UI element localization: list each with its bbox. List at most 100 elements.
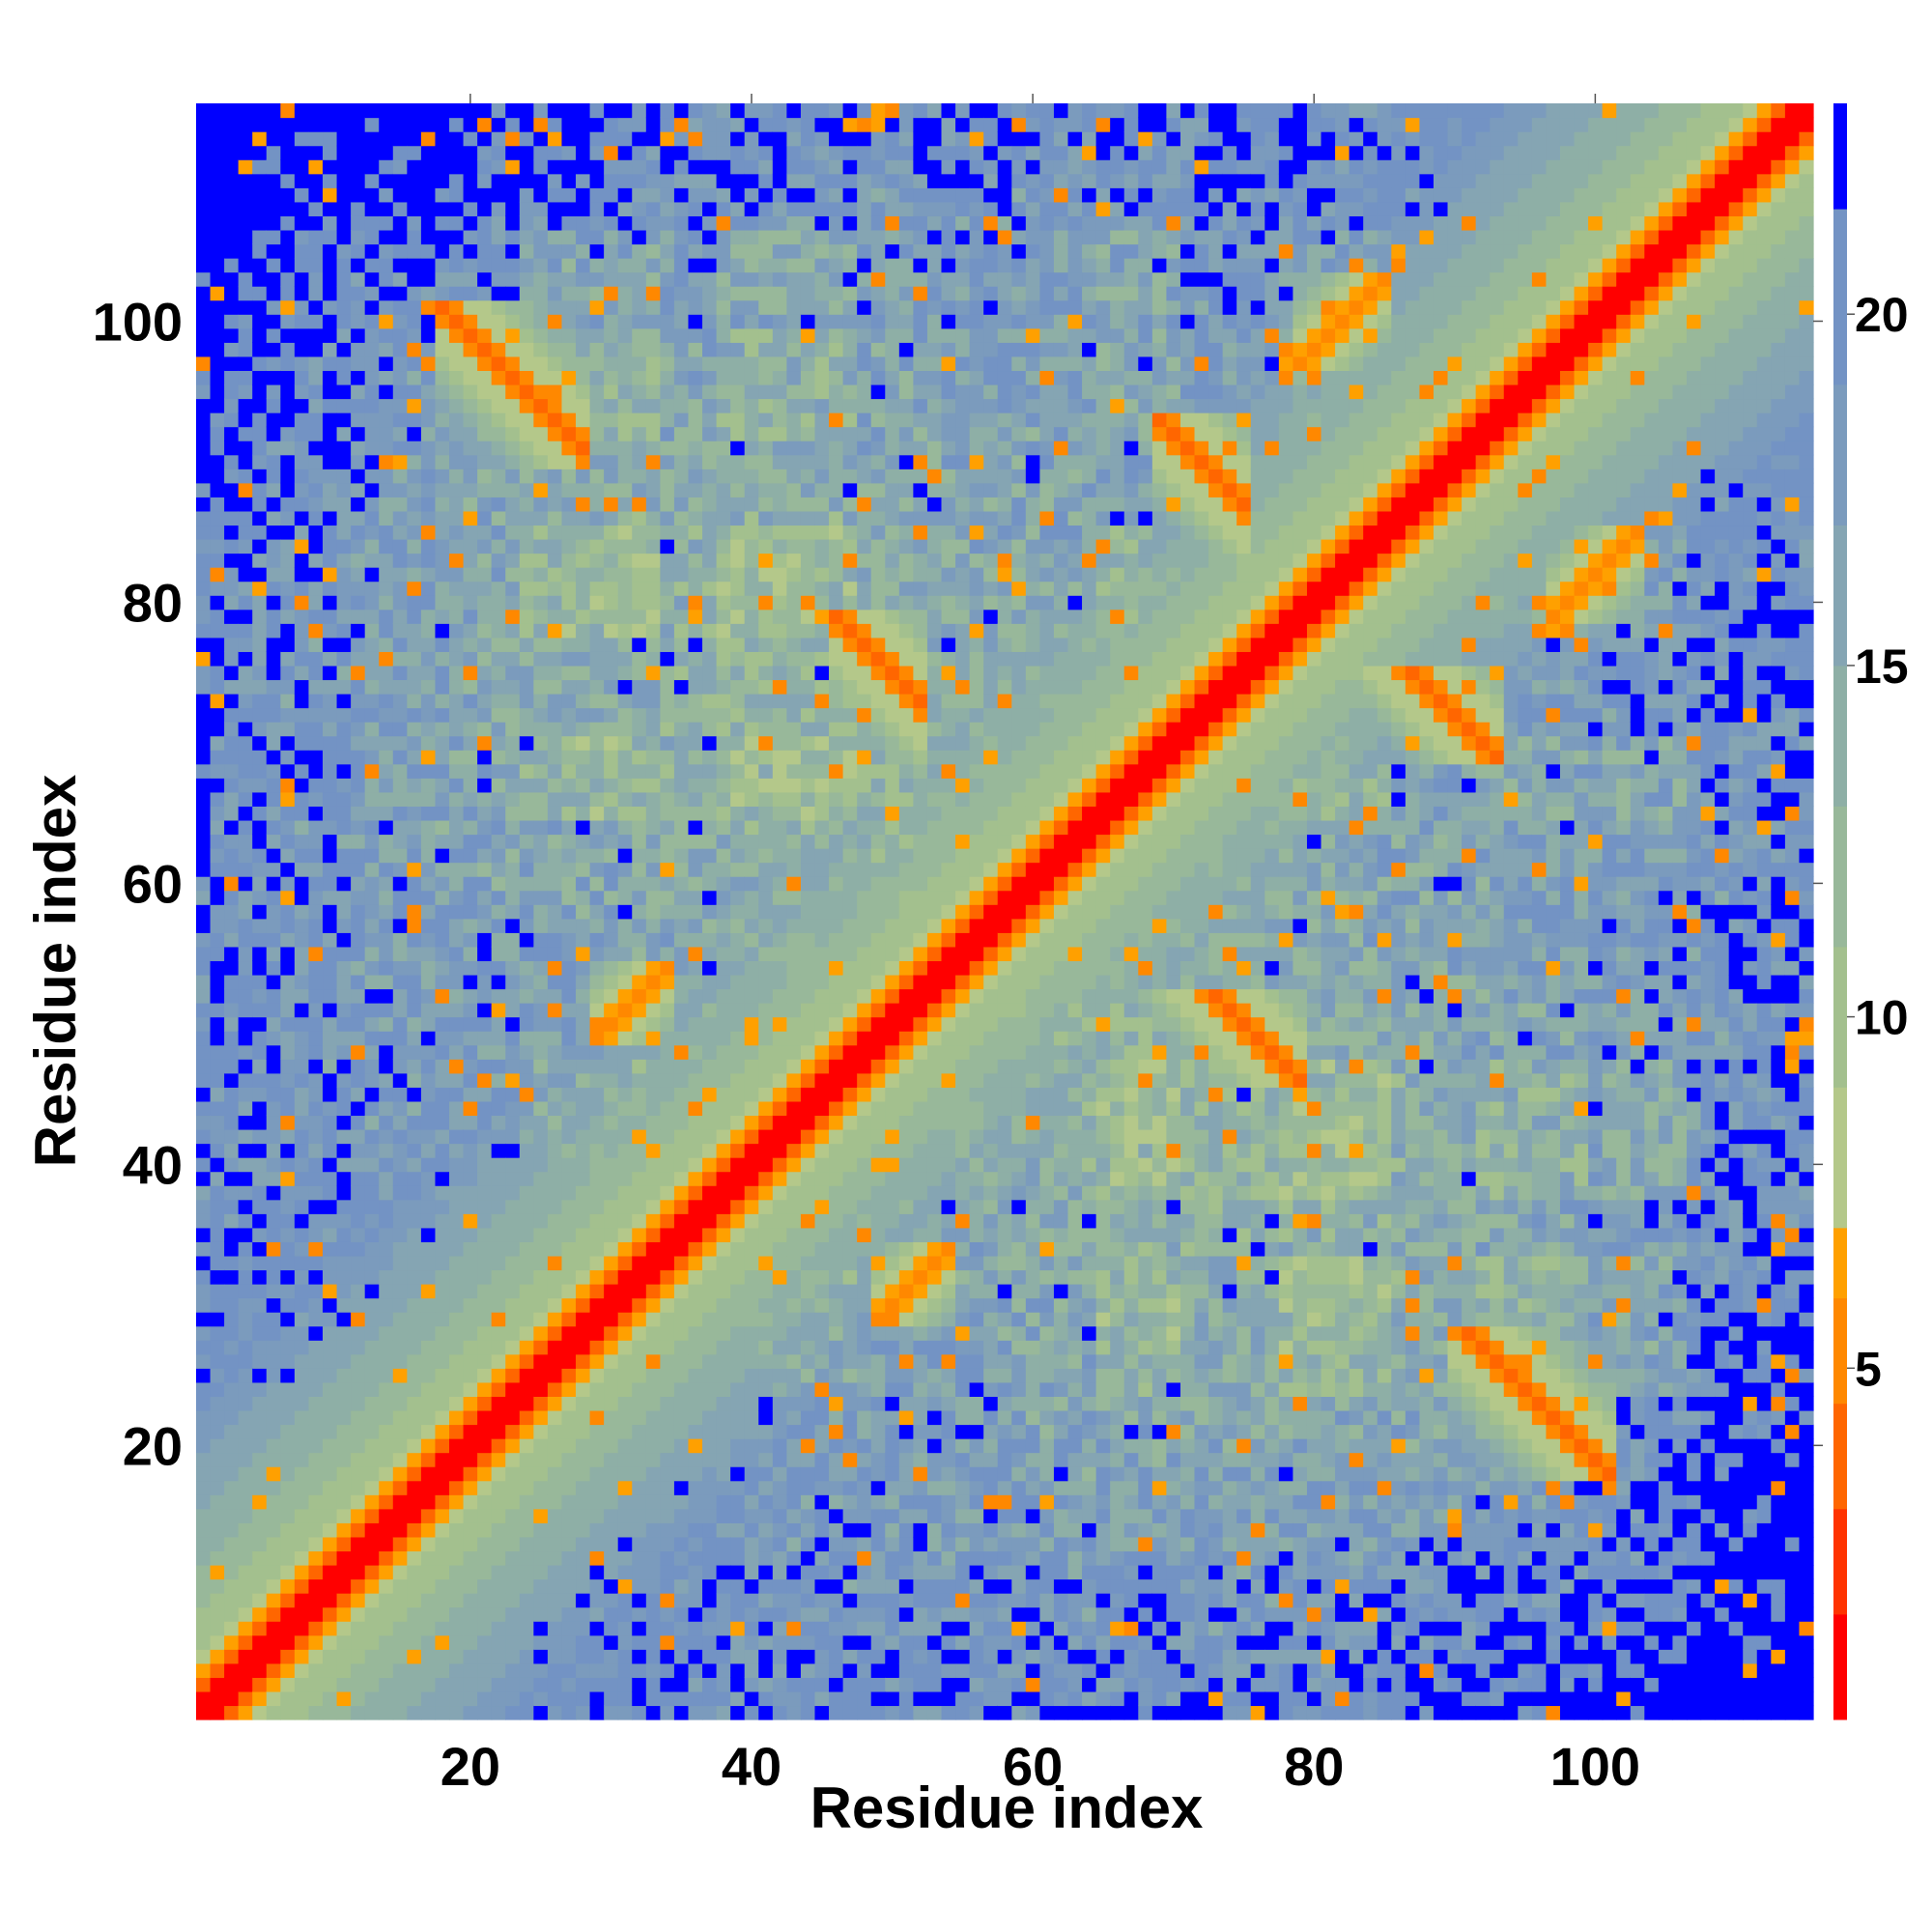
heatmap-cell bbox=[519, 665, 534, 681]
heatmap-cell bbox=[786, 1241, 802, 1257]
heatmap-cell bbox=[604, 454, 619, 469]
heatmap-cell bbox=[294, 1424, 310, 1439]
heatmap-cell bbox=[294, 974, 310, 990]
heatmap-cell bbox=[364, 1409, 380, 1426]
heatmap-cell bbox=[407, 1115, 422, 1130]
heatmap-cell bbox=[477, 1424, 493, 1439]
heatmap-cell bbox=[351, 187, 366, 203]
heatmap-cell bbox=[323, 567, 338, 582]
heatmap-cell bbox=[533, 1312, 549, 1327]
heatmap-cell bbox=[379, 1031, 394, 1046]
heatmap-cell bbox=[617, 1522, 633, 1538]
heatmap-cell bbox=[224, 806, 240, 821]
heatmap-cell bbox=[308, 679, 324, 695]
heatmap-cell bbox=[252, 791, 268, 807]
heatmap-cell bbox=[519, 750, 534, 765]
heatmap-cell bbox=[645, 1606, 661, 1622]
heatmap-cell bbox=[660, 1536, 675, 1552]
heatmap-cell bbox=[744, 918, 759, 933]
heatmap-cell bbox=[238, 1677, 253, 1692]
heatmap-cell bbox=[210, 1424, 225, 1439]
heatmap-cell bbox=[800, 1031, 816, 1046]
heatmap-cell bbox=[491, 327, 506, 343]
heatmap-cell bbox=[716, 482, 731, 497]
heatmap-cell bbox=[491, 1593, 506, 1608]
heatmap-cell bbox=[224, 1424, 240, 1439]
heatmap-cell bbox=[238, 1016, 253, 1032]
heatmap-cell bbox=[280, 286, 296, 301]
heatmap-cell bbox=[730, 1381, 746, 1397]
heatmap-cell bbox=[435, 988, 450, 1004]
heatmap-cell bbox=[730, 187, 746, 203]
heatmap-cell bbox=[645, 1353, 661, 1369]
heatmap-cell bbox=[702, 581, 718, 596]
heatmap-cell bbox=[505, 553, 521, 568]
heatmap-cell bbox=[477, 750, 493, 765]
heatmap-cell bbox=[589, 1255, 605, 1271]
heatmap-cell bbox=[533, 1424, 549, 1439]
heatmap-cell bbox=[645, 159, 661, 175]
heatmap-cell bbox=[688, 370, 703, 385]
heatmap-cell bbox=[716, 314, 731, 329]
heatmap-cell bbox=[364, 750, 380, 765]
heatmap-cell bbox=[758, 1621, 774, 1636]
heatmap-cell bbox=[576, 1662, 591, 1678]
heatmap-cell bbox=[477, 932, 493, 948]
heatmap-cell bbox=[758, 651, 774, 667]
heatmap-cell bbox=[477, 1072, 493, 1088]
heatmap-cell bbox=[758, 145, 774, 160]
heatmap-cell bbox=[323, 510, 338, 526]
heatmap-cell bbox=[589, 1508, 605, 1523]
heatmap-cell bbox=[673, 426, 690, 441]
heatmap-cell bbox=[632, 412, 647, 428]
heatmap-cell bbox=[730, 553, 746, 568]
heatmap-cell bbox=[351, 1143, 366, 1158]
heatmap-cell bbox=[210, 299, 225, 315]
heatmap-cell bbox=[238, 1044, 253, 1060]
heatmap-cell bbox=[617, 1634, 633, 1650]
heatmap-cell bbox=[772, 1255, 787, 1271]
heatmap-cell bbox=[210, 819, 225, 836]
heatmap-cell bbox=[435, 412, 450, 428]
heatmap-cell bbox=[323, 1255, 338, 1271]
heatmap-cell bbox=[224, 469, 240, 484]
heatmap-cell bbox=[632, 454, 647, 469]
heatmap-cell bbox=[505, 1171, 521, 1186]
heatmap-cell bbox=[702, 538, 718, 554]
heatmap-cell bbox=[702, 145, 718, 160]
heatmap-cell bbox=[407, 1690, 422, 1707]
heatmap-cell bbox=[660, 778, 675, 793]
heatmap-cell bbox=[702, 637, 718, 652]
heatmap-cell bbox=[308, 258, 324, 273]
heatmap-cell bbox=[463, 1494, 478, 1510]
heatmap-cell bbox=[617, 1185, 633, 1201]
heatmap-cell bbox=[266, 1578, 281, 1594]
heatmap-cell bbox=[632, 1550, 647, 1566]
heatmap-cell bbox=[392, 694, 408, 709]
heatmap-cell bbox=[786, 1508, 802, 1523]
heatmap-cell bbox=[730, 173, 746, 188]
heatmap-cell bbox=[323, 426, 338, 441]
heatmap-cell bbox=[673, 1424, 690, 1439]
heatmap-cell bbox=[449, 707, 465, 723]
heatmap-cell bbox=[547, 1227, 563, 1242]
heatmap-cell bbox=[364, 1522, 380, 1538]
heatmap-cell bbox=[308, 1409, 324, 1426]
heatmap-cell bbox=[576, 1578, 591, 1594]
heatmap-cell bbox=[800, 1199, 816, 1214]
heatmap-cell bbox=[660, 469, 675, 484]
heatmap-cell bbox=[336, 1227, 352, 1242]
heatmap-cell bbox=[364, 735, 380, 751]
heatmap-cell bbox=[589, 1649, 605, 1664]
heatmap-cell bbox=[533, 1649, 549, 1664]
heatmap-cell bbox=[716, 876, 731, 892]
heatmap-cell bbox=[420, 1677, 437, 1692]
heatmap-cell bbox=[392, 482, 408, 497]
heatmap-cell bbox=[280, 1606, 296, 1622]
heatmap-cell bbox=[744, 525, 759, 540]
heatmap-cell bbox=[224, 1171, 240, 1186]
heatmap-cell bbox=[645, 1199, 661, 1214]
heatmap-cell bbox=[533, 117, 549, 132]
heatmap-cell bbox=[730, 314, 746, 329]
heatmap-cell bbox=[561, 145, 577, 160]
